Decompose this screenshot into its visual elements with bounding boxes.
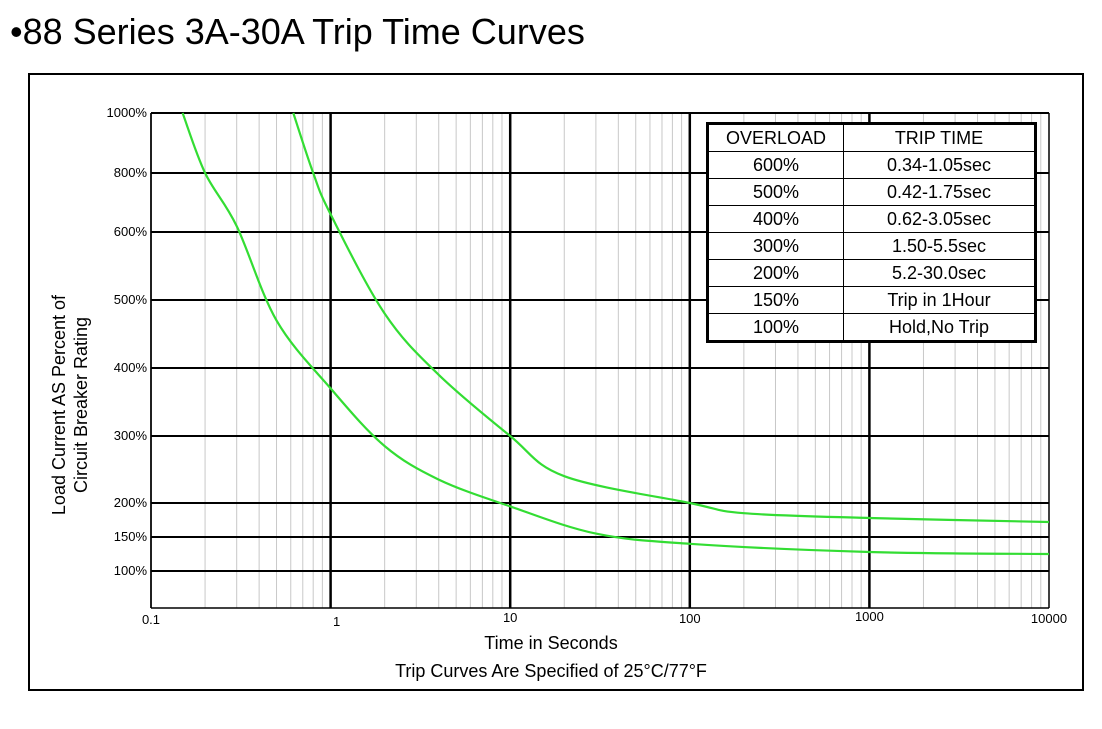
table-row: 400% 0.62-3.05sec [708, 205, 1035, 233]
trip-table-body: 600% 0.34-1.05sec 500% 0.42-1.75sec 400% 0.62… [708, 151, 1035, 341]
overload-cell: 400% [708, 205, 844, 233]
x-tick-labels: 0.1 1 10 100 1000 10000 [142, 609, 1067, 629]
chart-frame [28, 73, 1084, 691]
trip-time-cell: Hold,No Trip [843, 313, 1035, 341]
trip-time-cell: 0.34-1.05sec [843, 151, 1035, 179]
x-tick-label: 0.1 [142, 612, 160, 627]
max-trip-curve [292, 112, 1050, 524]
overload-cell: 500% [708, 178, 844, 206]
table-header-row: OVERLOAD TRIP TIME [708, 124, 1035, 152]
table-row: 500% 0.42-1.75sec [708, 178, 1035, 206]
min-trip-curve [181, 112, 1050, 556]
y-axis-title-line-2: Circuit Breaker Rating [71, 316, 91, 494]
y-tick-label: 800% [114, 165, 148, 180]
x-tick-label: 10 [503, 610, 517, 625]
y-tick-label: 1000% [107, 105, 148, 120]
y-tick-label: 400% [114, 360, 148, 375]
overload-cell: 600% [708, 151, 844, 179]
y-tick-labels: 1000% 800% 600% 500% 400% 300% 200% 150% 100% [107, 105, 148, 578]
table-row: 200% 5.2-30.0sec [708, 259, 1035, 287]
y-tick-label: 300% [114, 428, 148, 443]
trip-time-cell: Trip in 1Hour [843, 286, 1035, 314]
y-tick-label: 500% [114, 292, 148, 307]
x-tick-label: 1 [333, 614, 340, 629]
x-tick-label: 1000 [855, 609, 884, 624]
page-title: •88 Series 3A-30A Trip Time Curves [10, 11, 585, 52]
trip-curves [181, 112, 1050, 556]
trip-time-cell: 1.50-5.5sec [843, 232, 1035, 260]
header-overload: OVERLOAD [708, 124, 844, 152]
x-axis-note: Trip Curves Are Specified of 25°C/77°F [395, 661, 707, 681]
y-tick-label: 200% [114, 495, 148, 510]
trip-time-table: OVERLOAD TRIP TIME 600% 0.34-1.05sec 500% 0… [706, 122, 1037, 343]
minor-grid [204, 113, 1042, 608]
overload-cell: 300% [708, 232, 844, 260]
overload-cell: 150% [708, 286, 844, 314]
overload-cell: 100% [708, 313, 844, 341]
table-row: 300% 1.50-5.5sec [708, 232, 1035, 260]
y-axis-title: Load Current AS Percent of Circuit Break… [48, 255, 92, 555]
table-row: 150% Trip in 1Hour [708, 286, 1035, 314]
trip-time-cell: 5.2-30.0sec [843, 259, 1035, 287]
trip-time-cell: 0.42-1.75sec [843, 178, 1035, 206]
x-tick-label: 10000 [1031, 611, 1067, 626]
y-tick-label: 600% [114, 224, 148, 239]
table-row: 600% 0.34-1.05sec [708, 151, 1035, 179]
y-axis-title-line-1: Load Current AS Percent of [49, 294, 69, 516]
x-tick-label: 100 [679, 611, 701, 626]
overload-cell: 200% [708, 259, 844, 287]
header-trip-time: TRIP TIME [843, 124, 1035, 152]
trip-time-cell: 0.62-3.05sec [843, 205, 1035, 233]
table-row: 100% Hold,No Trip [708, 313, 1035, 341]
x-axis-title: Time in Seconds [484, 633, 618, 653]
y-tick-label: 100% [114, 563, 148, 578]
y-tick-label: 150% [114, 529, 148, 544]
